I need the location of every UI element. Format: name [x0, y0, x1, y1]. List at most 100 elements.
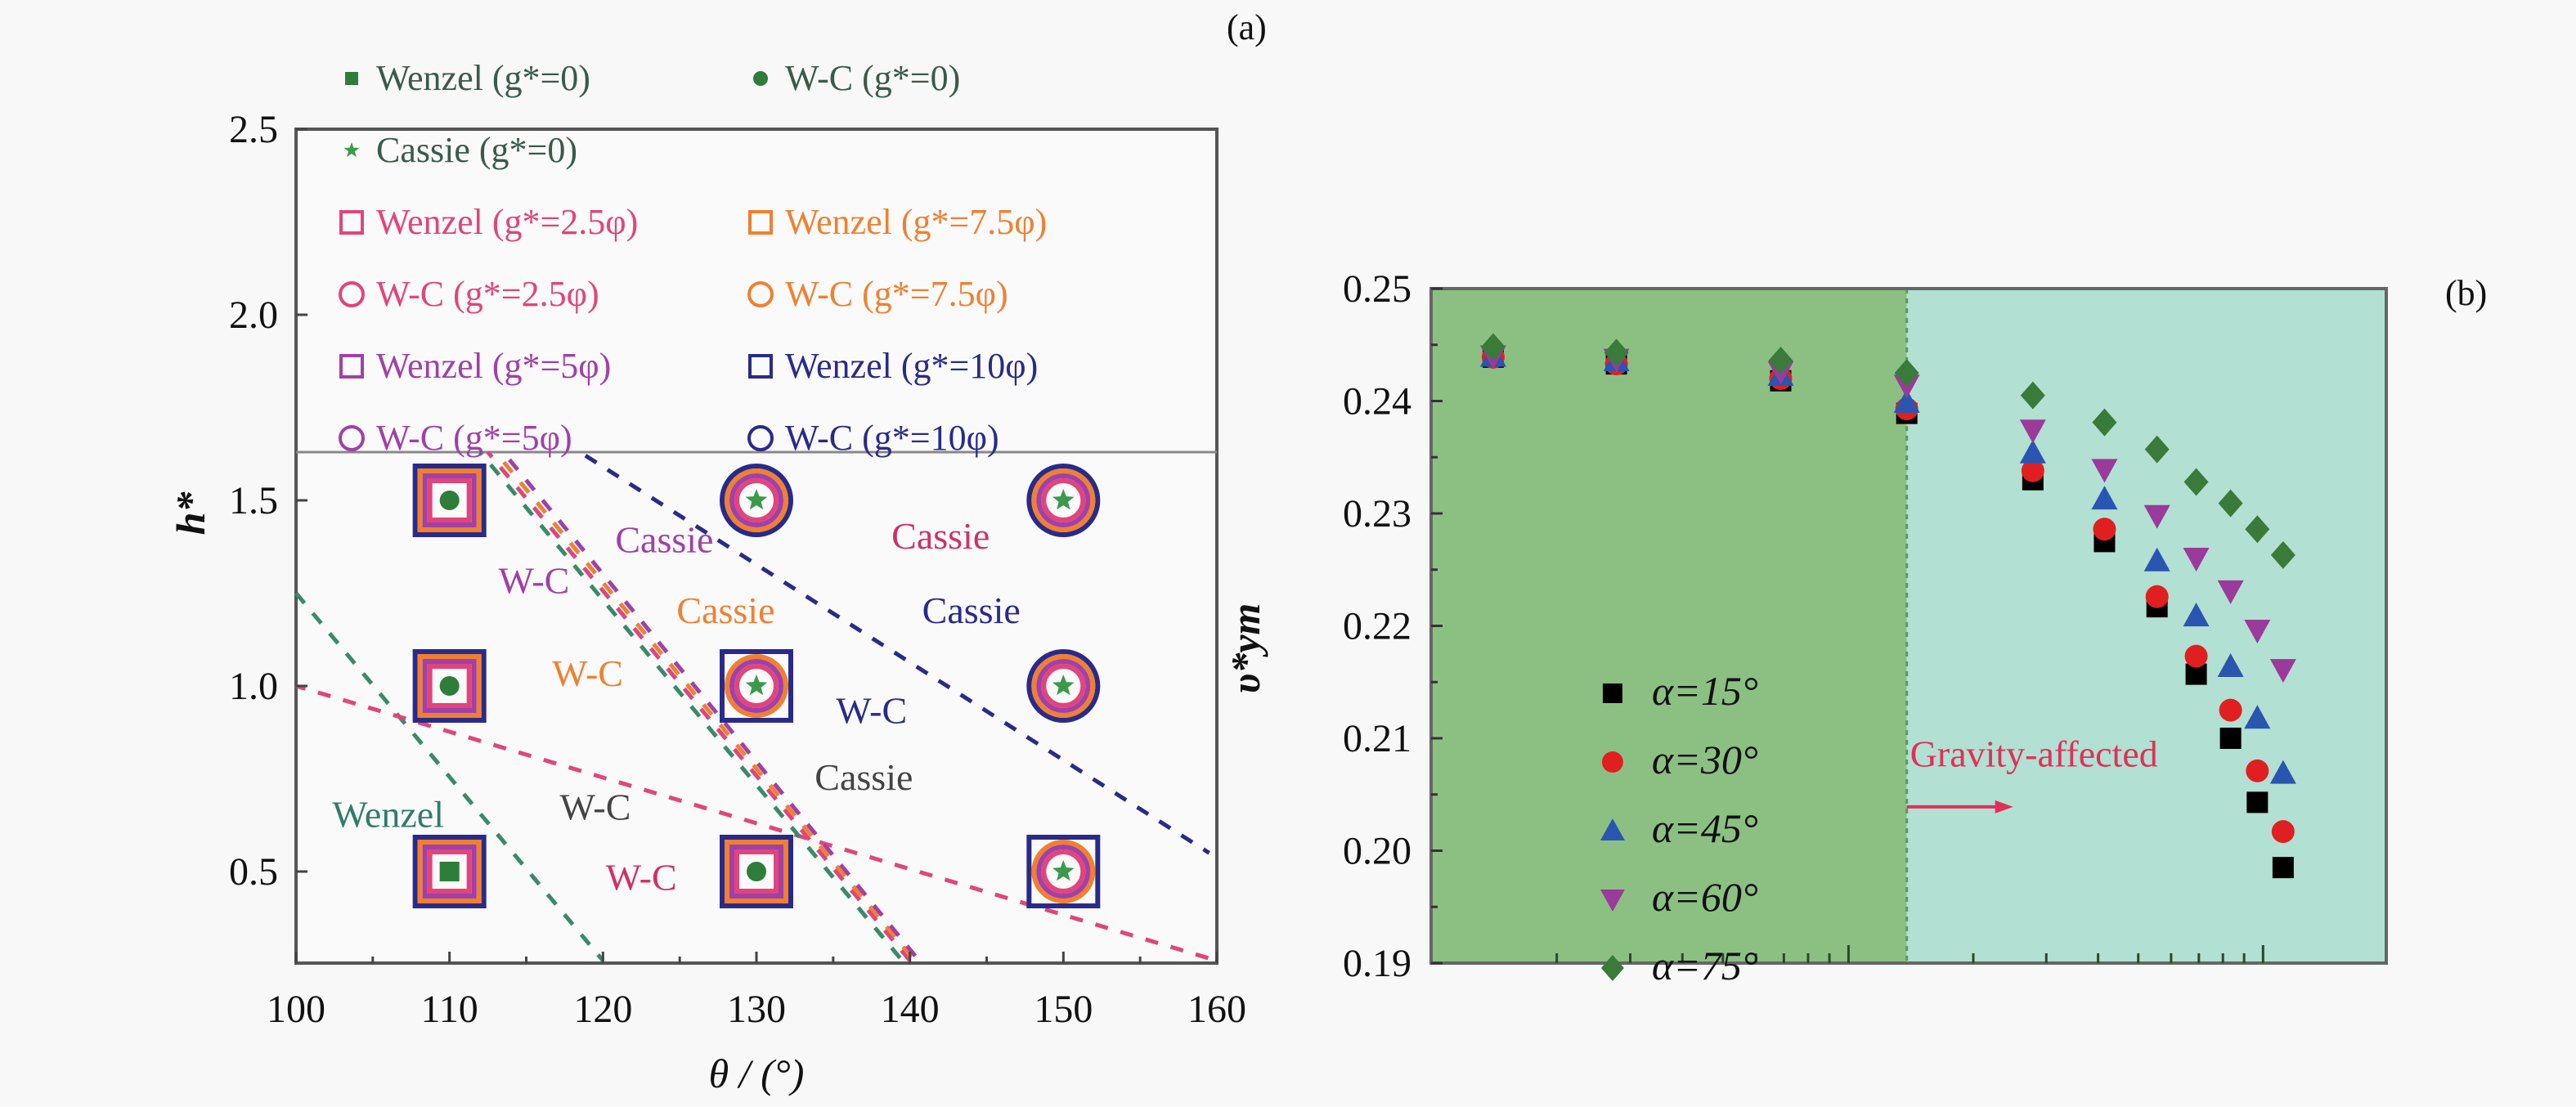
legend-label: Wenzel (g*=10φ) [785, 346, 1038, 386]
data-point-triangle-up [2244, 705, 2271, 729]
legend-open-square-icon [748, 354, 773, 379]
open-circle-marker [1036, 659, 1091, 713]
data-point-triangle-up [2019, 439, 2046, 464]
open-square-marker [1026, 835, 1101, 908]
legend-label: α=60° [1652, 874, 1758, 920]
data-point-triangle-down [2244, 620, 2271, 643]
open-circle-marker [1031, 654, 1096, 718]
state-marker-group [1026, 835, 1101, 908]
open-circle-marker [734, 478, 779, 522]
open-square-marker [422, 659, 477, 713]
legend-item: α=45° [1600, 805, 1758, 851]
state-marker-group [720, 464, 793, 537]
x-tick-label: 120 [573, 988, 632, 1031]
gravity-affected-annotation: Gravity-affected [1910, 733, 2158, 774]
y-tick-label: 0.24 [1343, 380, 1411, 424]
legend-item: W-C (g*=5φ) [339, 418, 572, 458]
legend-circle-icon [1601, 751, 1623, 773]
open-circle-marker [734, 664, 779, 708]
legend-label: Wenzel (g*=0) [376, 58, 590, 98]
y-tick-label: 0.25 [1343, 267, 1411, 311]
data-point-triangle-up [1893, 388, 1920, 413]
data-point-square [2219, 728, 2242, 749]
filled-circle-marker [439, 676, 460, 696]
legend-diamond-icon [1600, 955, 1624, 981]
data-point-circle [2145, 585, 2169, 608]
open-circle-marker [1026, 649, 1101, 723]
legend-open-square-icon [748, 210, 773, 235]
open-square-marker [417, 468, 482, 532]
panel-a-x-axis-label: θ / (°) [709, 1051, 805, 1096]
open-square-marker [734, 849, 779, 894]
data-point-triangle-down [2183, 548, 2210, 571]
open-square-marker [412, 835, 487, 908]
legend-filled-square-icon [345, 72, 358, 85]
open-square-marker [422, 845, 477, 899]
data-point-diamond [2270, 540, 2296, 569]
y-tick-label: 0.19 [1343, 942, 1411, 985]
state-marker-group [1026, 649, 1101, 723]
legend-label: W-C (g*=0) [785, 58, 960, 98]
boundary-line [578, 450, 1210, 855]
legend-label: Cassie (g*=0) [376, 130, 577, 170]
open-square-marker [427, 849, 472, 894]
x-tick-label: 150 [1034, 988, 1093, 1031]
region-label: W-C [498, 560, 569, 602]
open-circle-marker [1036, 473, 1091, 527]
panel-b-x-ticks [1555, 945, 2264, 963]
data-point-triangle-down [2091, 459, 2118, 483]
data-point-diamond [1480, 333, 1506, 361]
data-point-diamond [1768, 347, 1793, 374]
filled-star-marker [1052, 860, 1075, 881]
state-marker-group [720, 649, 793, 723]
region-label: Cassie [676, 589, 774, 631]
state-marker-group [720, 835, 793, 908]
panel-a-y-axis-label: h* [168, 491, 213, 536]
legend-label: Wenzel (g*=7.5φ) [785, 202, 1047, 242]
region-label: Wenzel [332, 794, 444, 836]
panel-a-x-ticks: 100 110 120 130 140 150 160 [267, 952, 1246, 1031]
data-point-triangle-up [2269, 760, 2296, 784]
data-point-triangle-down [2019, 419, 2046, 444]
x-tick-label: 160 [1187, 988, 1246, 1031]
x-tick-label: 130 [727, 988, 786, 1031]
open-circle-marker [725, 654, 788, 718]
legend-item: Wenzel (g*=5φ) [339, 346, 611, 386]
legend-item: Wenzel (g*=7.5φ) [748, 202, 1047, 242]
open-square-marker [729, 845, 783, 899]
boundary-line [501, 450, 921, 962]
data-point-diamond [2144, 435, 2170, 464]
boundary-line [494, 450, 917, 962]
data-point-triangle-up [2143, 547, 2170, 571]
open-circle-marker [1041, 478, 1086, 522]
legend-item: W-C (g*=10φ) [747, 418, 999, 458]
data-point-diamond [2245, 515, 2270, 544]
filled-circle-marker [439, 491, 460, 510]
open-square-marker [422, 473, 477, 527]
open-square-marker [427, 664, 472, 708]
open-circle-marker [725, 468, 788, 532]
open-circle-marker [1036, 845, 1091, 899]
data-point-circle [2021, 459, 2044, 482]
open-circle-marker [1026, 464, 1101, 537]
y-tick-label: 0.20 [1343, 830, 1411, 873]
open-square-marker [412, 464, 487, 537]
legend-star-icon [343, 142, 360, 158]
filled-star-marker [745, 489, 768, 510]
filled-star-marker [745, 675, 768, 696]
panel-b-region-gravity-free [1431, 289, 1907, 963]
legend-label: α=15° [1652, 668, 1758, 714]
panel-a-points [412, 464, 1101, 908]
y-tick-label: 2.0 [229, 294, 278, 337]
legend-label: W-C (g*=5φ) [376, 418, 572, 458]
region-label: W-C [552, 652, 623, 694]
data-point-triangle-down [2269, 659, 2296, 683]
y-tick-label: 0.5 [229, 850, 278, 894]
legend-item: α=30° [1601, 737, 1758, 782]
boundary-line [478, 450, 904, 962]
state-marker-group [412, 835, 487, 908]
legend-item: W-C (g*=7.5φ) [747, 274, 1008, 314]
legend-label: W-C (g*=10φ) [785, 418, 999, 458]
data-point-diamond [1604, 338, 1629, 367]
data-point-triangle-up [2091, 486, 2118, 510]
